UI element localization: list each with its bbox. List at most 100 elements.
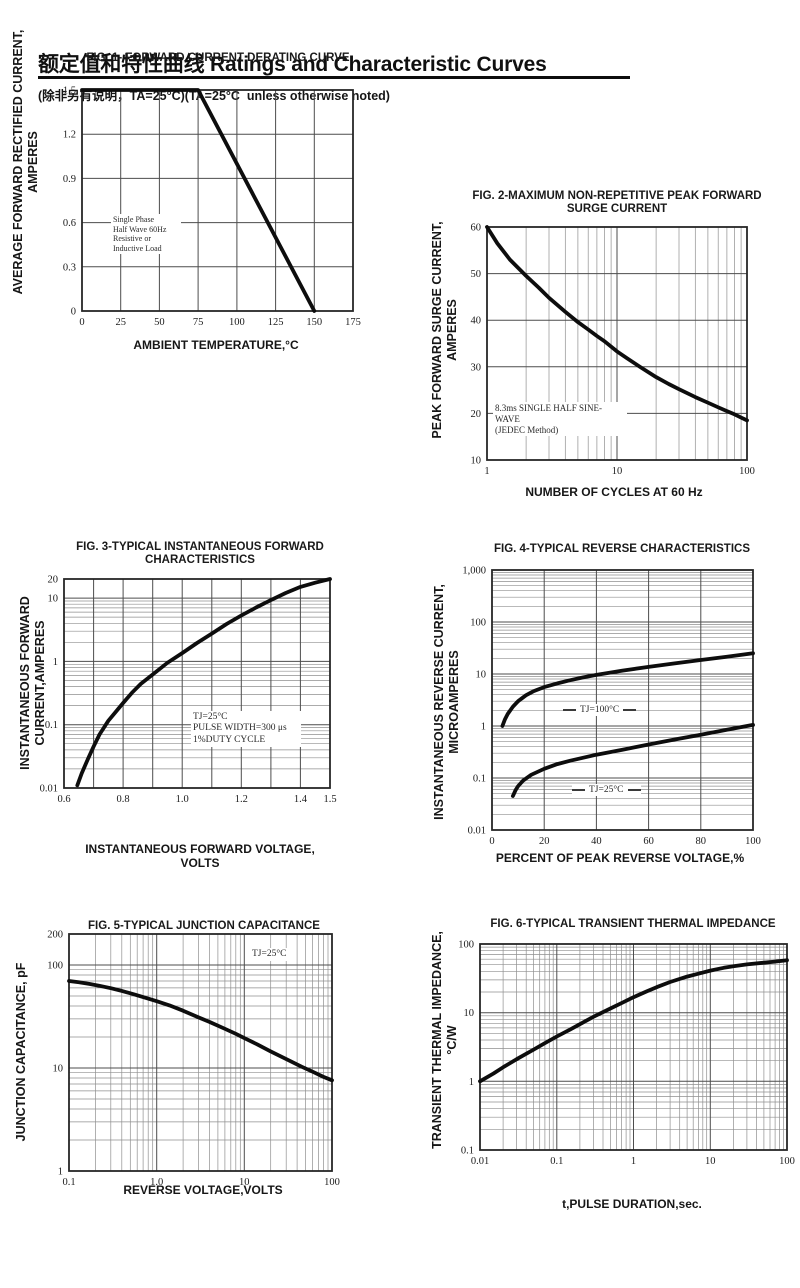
figure-6-y-axis-label: TRANSIENT THERMAL IMPEDANCE, °C/W xyxy=(430,931,459,1149)
x-tick-label: 100 xyxy=(779,1156,795,1167)
figure-3-condition-note: TJ=25°C PULSE WIDTH=300 μs 1%DUTY CYCLE xyxy=(191,711,301,748)
y-tick-label: 1,000 xyxy=(462,566,486,577)
figure-3-y-axis-label: INSTANTANEOUS FORWARD CURRENT,AMPERES xyxy=(18,596,47,770)
y-tick-label: 1 xyxy=(53,657,58,668)
y-tick-label: 0.9 xyxy=(63,174,76,185)
y-tick-label: 1 xyxy=(58,1167,63,1178)
figure-5-y-axis-label: JUNCTION CAPACITANCE, pF xyxy=(14,962,28,1142)
x-tick-label: 1.2 xyxy=(235,794,248,805)
curve-thermal-impedance xyxy=(478,958,789,1084)
plot-border xyxy=(81,89,354,312)
y-tick-label: 1.5 xyxy=(63,86,76,97)
y-tick-label: 200 xyxy=(47,930,63,941)
curve-junction-capacitance xyxy=(67,979,334,1083)
x-tick-label: 1.5 xyxy=(323,794,336,805)
y-tick-label: 0.1 xyxy=(45,720,58,731)
y-tick-label: 10 xyxy=(53,1064,64,1075)
y-tick-label: 10 xyxy=(476,670,487,681)
y-tick-label: 0.01 xyxy=(40,784,58,795)
x-tick-label: 80 xyxy=(696,836,707,847)
figure-4: 0 20 40 60 80 100 0.01 0.1 1 10 100 1,000 FIG. 4-TY… xyxy=(400,520,800,900)
y-tick-label: 0.1 xyxy=(461,1146,474,1157)
x-tick-label: 0 xyxy=(79,317,84,328)
y-tick-label: 30 xyxy=(471,362,482,373)
leader-dash-right xyxy=(627,789,641,791)
x-tick-label: 75 xyxy=(193,317,204,328)
x-tick-label: 40 xyxy=(591,836,602,847)
curve-label-text: TJ=25°C xyxy=(589,785,624,795)
plot-border xyxy=(479,943,788,1151)
curve-TJ=100°C xyxy=(500,651,755,728)
figure-1-y-axis-label: AVERAGE FORWARD RECTIFIED CURRENT, AMPER… xyxy=(11,29,40,295)
curve-surge-current xyxy=(485,225,749,423)
figure-3-chart: 0.6 0.8 1.0 1.2 1.4 1.5 0.01 0.1 1 10 20 xyxy=(40,575,337,806)
y-tick-label: 1 xyxy=(469,1077,474,1088)
figure-5-x-axis-label: REVERSE VOLTAGE,VOLTS xyxy=(123,1183,283,1197)
x-tick-label: 1.4 xyxy=(294,794,308,805)
y-tick-label: 40 xyxy=(471,316,482,327)
figure-4-chart: 0 20 40 60 80 100 0.01 0.1 1 10 100 1,000 xyxy=(462,566,761,848)
x-tick-label: 1 xyxy=(631,1156,636,1167)
x-tick-label: 60 xyxy=(643,836,654,847)
figure-5-chart: 0.1 1.0 10 100 1 10 100 200 xyxy=(47,930,340,1189)
y-tick-label: 10 xyxy=(464,1008,475,1019)
x-tick-label: 0.1 xyxy=(550,1156,563,1167)
plot-border xyxy=(68,933,333,1172)
y-tick-label: 20 xyxy=(48,575,59,586)
curve-label-text: TJ=100°C xyxy=(580,705,620,715)
figure-4-y-axis-label: INSTANTANEOUS REVERSE CURRENT, MICROAMPE… xyxy=(432,584,461,820)
y-tick-label: 10 xyxy=(48,594,59,605)
x-tick-label: 10 xyxy=(239,1177,250,1188)
y-tick-label: 60 xyxy=(471,223,482,234)
figure-3: 0.6 0.8 1.0 1.2 1.4 1.5 0.01 0.1 1 10 20 FIG. 3-TY… xyxy=(0,520,400,900)
figure-6-x-axis-label: t,PULSE DURATION,sec. xyxy=(562,1197,702,1211)
leader-dash-left xyxy=(563,709,576,711)
x-tick-label: 125 xyxy=(268,317,284,328)
figure-3-title: FIG. 3-TYPICAL INSTANTANEOUS FORWARD CHA… xyxy=(76,541,324,566)
figure-2-x-axis-label: NUMBER OF CYCLES AT 60 Hz xyxy=(525,485,703,499)
figure-4-x-axis-label: PERCENT OF PEAK REVERSE VOLTAGE,% xyxy=(495,851,745,865)
figure-2-condition-note: 8.3ms SINGLE HALF SINE-WAVE (JEDEC Metho… xyxy=(493,402,627,437)
x-tick-label: 20 xyxy=(539,836,550,847)
x-tick-label: 1.0 xyxy=(150,1177,163,1188)
y-tick-label: 1 xyxy=(481,722,486,733)
x-tick-label: 100 xyxy=(745,836,761,847)
x-tick-label: 25 xyxy=(115,317,126,328)
figure-6: 0.01 0.1 1 10 100 0.1 1 10 100 FIG. 6-TYPICAL TR… xyxy=(400,900,800,1288)
figure-1-chart: 0 25 50 75 100 125 150 175 0 0.3 0.6 0.9 1.2 1.5 xyxy=(63,86,361,329)
leader-dash-right xyxy=(623,709,637,711)
x-tick-label: 10 xyxy=(705,1156,716,1167)
y-tick-label: 10 xyxy=(471,456,482,467)
x-tick-label: 1.0 xyxy=(176,794,189,805)
x-tick-label: 10 xyxy=(612,466,623,477)
figure-5-title: FIG. 5-TYPICAL JUNCTION CAPACITANCE xyxy=(88,920,320,932)
figure-1-title: FIG. 1- FORWARD CURRENT DERATING CURVE xyxy=(86,52,350,64)
x-tick-label: 0.6 xyxy=(57,794,70,805)
x-tick-label: 0 xyxy=(489,836,494,847)
y-tick-label: 1.2 xyxy=(63,130,76,141)
leader-dash-left xyxy=(572,789,585,791)
plot-border xyxy=(486,226,748,461)
page-title: 额定值和特性曲线 Ratings and Characteristic Curv… xyxy=(38,53,547,76)
x-tick-label: 0.8 xyxy=(117,794,130,805)
title-underline xyxy=(38,76,630,79)
x-tick-label: 100 xyxy=(739,466,755,477)
y-tick-label: 50 xyxy=(471,269,482,280)
plot-border xyxy=(491,569,754,831)
curve-derating-curve xyxy=(80,88,317,313)
figure-4-curve-label-tj100: TJ=100°C xyxy=(563,704,637,716)
x-tick-label: 100 xyxy=(324,1177,340,1188)
y-tick-label: 20 xyxy=(471,409,482,420)
figure-4-curve-label-tj25: TJ=25°C xyxy=(572,784,641,796)
figure-6-title: FIG. 6-TYPICAL TRANSIENT THERMAL IMPEDAN… xyxy=(490,918,776,930)
y-tick-label: 0.3 xyxy=(63,262,76,273)
y-tick-label: 0 xyxy=(71,307,76,318)
y-tick-label: 0.01 xyxy=(468,826,486,837)
figure-1: 0 25 50 75 100 125 150 175 0 0.3 0.6 0.9 1.2 1.5 FIG.… xyxy=(0,0,400,380)
figure-1-condition-note: Single Phase Half Wave 60Hz Resistive or… xyxy=(111,214,181,255)
y-tick-label: 100 xyxy=(47,961,63,972)
figure-1-x-axis-label: AMBIENT TEMPERATURE,°C xyxy=(133,338,299,352)
figure-2: 1 10 100 10 20 30 40 50 60 FIG. 2-MAXIMUM NON-RE… xyxy=(400,140,800,520)
